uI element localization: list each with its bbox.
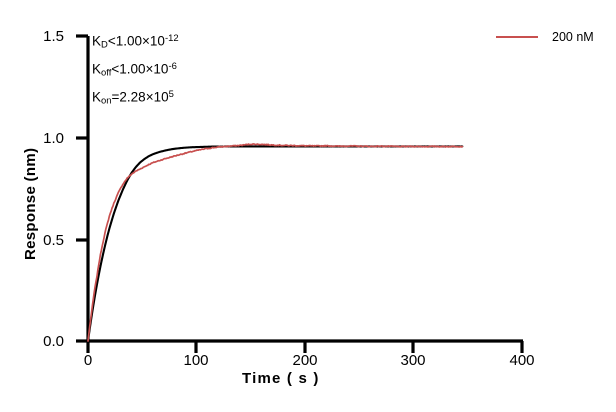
kd-subscript: D [101, 39, 108, 51]
kinetics-annotation: KD<1.00×10-12 Koff<1.00×10-6 Kon=2.28×10… [92, 28, 179, 111]
kd-operator: < [107, 33, 116, 49]
koff-base: 10 [153, 61, 169, 77]
x-tick-label-0: 0 [83, 352, 93, 369]
y-tick-label-1.0: 1.0 [43, 130, 64, 147]
x-tick-label-100: 100 [183, 352, 209, 369]
koff-operator: < [111, 61, 120, 77]
koff-exponent: -6 [168, 60, 177, 72]
kon-exponent: 5 [168, 88, 174, 100]
kd-base: 10 [149, 33, 165, 49]
koff-times: × [145, 61, 154, 77]
kon-base: 10 [153, 88, 169, 104]
koff-mantissa: 1.00 [119, 61, 146, 77]
y-tick-label-0.0: 0.0 [43, 333, 64, 350]
kon-mantissa: 2.28 [119, 88, 146, 104]
kon-operator: = [111, 88, 120, 104]
legend-label-200nm: 200 nM [552, 30, 594, 44]
annotation-kon-line: Kon=2.28×105 [92, 84, 179, 112]
y-tick-label-1.5: 1.5 [43, 28, 64, 45]
legend-swatch-200nm [496, 36, 538, 38]
kd-mantissa: 1.00 [115, 33, 143, 49]
y-tick-label-0.5: 0.5 [43, 232, 64, 249]
annotation-koff-line: Koff<1.00×10-6 [92, 56, 179, 84]
koff-symbol: K [92, 61, 102, 77]
kd-symbol: K [92, 33, 102, 49]
kd-exponent: -12 [164, 33, 179, 44]
kon-times: × [145, 88, 154, 104]
kd-times: × [142, 33, 150, 49]
x-tick-label-400: 400 [509, 352, 535, 369]
koff-subscript: off [101, 67, 112, 79]
data-curve-200nm [87, 143, 464, 342]
x-tick-label-200: 200 [292, 352, 318, 369]
x-axis-title: Time ( s ) [242, 370, 320, 387]
kon-symbol: K [92, 88, 102, 104]
model-fit-curve [86, 145, 464, 343]
chart-legend: 200 nM [496, 30, 594, 44]
axes-group [76, 34, 524, 353]
annotation-kd-line: KD<1.00×10-12 [92, 28, 179, 56]
kon-subscript: on [101, 94, 112, 106]
x-tick-label-300: 300 [400, 352, 426, 369]
